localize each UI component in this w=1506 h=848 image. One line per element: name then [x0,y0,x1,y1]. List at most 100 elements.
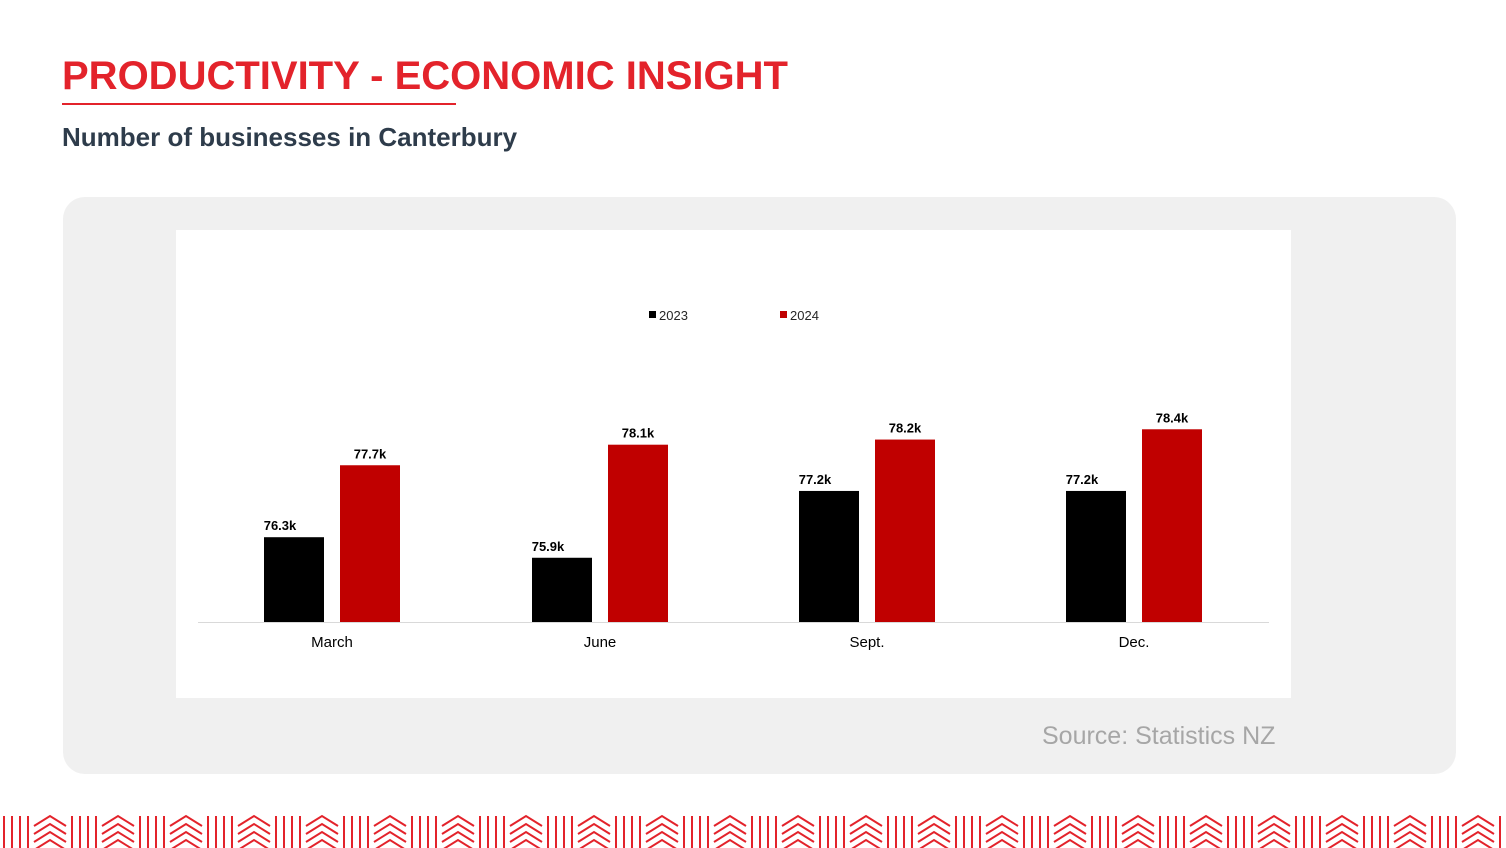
pattern-chevron [917,822,951,835]
pattern-chevron [169,822,203,835]
pattern-chevron [101,822,135,835]
pattern-chevron [169,814,203,827]
bar-chart: 76.3k 75.9k 77.2k 77.2k 77.7k 78.1k 78.2k 78.4k… [198,308,1269,651]
pattern-chevron [1191,838,1221,848]
pattern-chevron [237,830,271,843]
data-label: 77.2k [799,472,832,487]
pattern-chevron [713,822,747,835]
decorative-chevron-pattern [3,814,1501,848]
data-label: 77.2k [1066,472,1099,487]
bar-2024-sept [875,439,935,622]
pattern-chevron [237,822,271,835]
pattern-chevron [443,838,473,848]
legend-label: 2024 [790,308,819,323]
pattern-chevron [1393,814,1427,827]
bar-2023-dec [1066,490,1126,622]
pattern-chevron [1189,830,1223,843]
pattern-chevron [985,822,1019,835]
pattern-chevron [577,830,611,843]
pattern-chevron [849,830,883,843]
pattern-chevron [781,830,815,843]
x-tick-label: March [311,634,353,651]
data-label: 77.7k [354,446,387,461]
pattern-chevron [1121,814,1155,827]
pattern-chevron [101,814,135,827]
pattern-chevron [1325,822,1359,835]
pattern-chevron [987,838,1017,848]
pattern-chevron [441,814,475,827]
pattern-chevron [1053,822,1087,835]
pattern-chevron [509,822,543,835]
pattern-chevron [645,814,679,827]
pattern-chevron [849,814,883,827]
data-label: 78.1k [622,426,655,441]
pattern-chevron [1053,814,1087,827]
bar-2023-june [532,557,592,622]
data-label: 76.3k [264,518,297,533]
pattern-chevron [509,814,543,827]
pattern-chevron [1393,830,1427,843]
pattern-chevron [645,830,679,843]
bar-2024-june [608,444,668,622]
x-tick-label: Dec. [1119,634,1150,651]
pattern-chevron [35,838,65,848]
pattern-chevron [849,822,883,835]
pattern-chevron [1189,822,1223,835]
pattern-chevron [851,838,881,848]
x-tick-label: June [584,634,617,651]
pattern-chevron [307,838,337,848]
pattern-chevron [783,838,813,848]
pattern-chevron [171,838,201,848]
pattern-chevron [33,830,67,843]
pattern-chevron [577,822,611,835]
bar-2024-dec [1142,429,1202,622]
pattern-chevron [101,830,135,843]
pattern-chevron [1325,830,1359,843]
legend-swatch-2024 [780,311,787,318]
pattern-chevron [1327,838,1357,848]
pattern-chevron [33,814,67,827]
pattern-chevron [1461,814,1495,827]
pattern-chevron [441,830,475,843]
x-tick-label: Sept. [849,634,884,651]
pattern-chevron [579,838,609,848]
bar-2023-march [264,537,324,622]
pattern-chevron [509,830,543,843]
source-note: Source: Statistics NZ [1042,722,1276,750]
pattern-chevron [713,830,747,843]
pattern-chevron [1259,838,1289,848]
pattern-chevron [1257,822,1291,835]
pattern-chevron [511,838,541,848]
pattern-chevron [305,814,339,827]
pattern-chevron [917,814,951,827]
pattern-chevron [239,838,269,848]
pattern-chevron [103,838,133,848]
pattern-chevron [1393,822,1427,835]
pattern-chevron [781,822,815,835]
pattern-chevron [781,814,815,827]
data-label: 75.9k [532,539,565,554]
data-label: 78.4k [1156,410,1189,425]
pattern-chevron [1463,838,1493,848]
pattern-chevron [715,838,745,848]
pattern-chevron [1461,830,1495,843]
pattern-chevron [919,838,949,848]
pattern-chevron [373,822,407,835]
pattern-chevron [1121,822,1155,835]
page-title: PRODUCTIVITY - ECONOMIC INSIGHT [62,54,788,98]
legend-swatch-2023 [649,311,656,318]
pattern-chevron [577,814,611,827]
bar-2024-march [340,465,400,622]
pattern-chevron [645,822,679,835]
pattern-chevron [1395,838,1425,848]
data-label: 78.2k [889,421,922,436]
pattern-chevron [1325,814,1359,827]
pattern-chevron [1257,814,1291,827]
pattern-chevron [305,830,339,843]
pattern-chevron [1121,830,1155,843]
pattern-chevron [375,838,405,848]
pattern-chevron [985,830,1019,843]
pattern-chevron [985,814,1019,827]
pattern-chevron [169,830,203,843]
pattern-chevron [713,814,747,827]
